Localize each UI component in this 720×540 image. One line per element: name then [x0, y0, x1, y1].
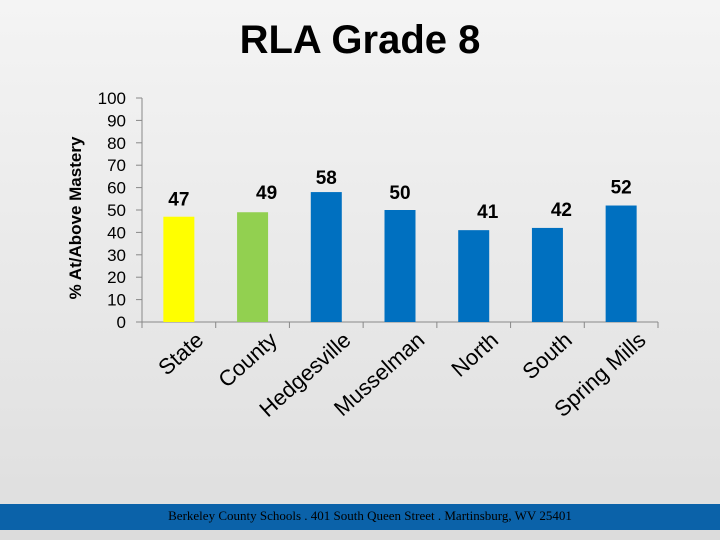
y-tick-label: 0: [117, 313, 126, 332]
bar-north: [458, 230, 490, 322]
data-label: 42: [551, 200, 572, 221]
y-tick-label: 90: [107, 111, 126, 130]
footer-address: Berkeley County Schools . 401 South Quee…: [168, 508, 572, 523]
data-label: 50: [389, 183, 410, 204]
y-tick-label: 100: [98, 89, 126, 108]
footer-stripe: [0, 530, 720, 540]
y-tick-label: 40: [107, 223, 126, 242]
data-label: 41: [477, 202, 499, 223]
x-tick-label: North: [446, 327, 503, 382]
y-tick-label: 10: [107, 291, 126, 310]
y-tick-label: 60: [107, 179, 126, 198]
bar-chart: 0 10 20 30 40 50 60 70 80 90 100 47 49 58 50 41 42 52 St…: [66, 89, 659, 422]
data-label: 47: [168, 190, 189, 211]
data-label: 52: [611, 178, 632, 199]
bars: [163, 192, 637, 322]
bar-hedgesville: [310, 192, 342, 322]
x-tick-label: State: [153, 327, 208, 380]
data-labels: 47 49 58 50 41 42 52: [168, 168, 631, 223]
bar-spring-mills: [605, 205, 637, 322]
y-tick-label: 30: [107, 246, 126, 265]
bar-musselman: [384, 210, 416, 322]
data-label: 49: [256, 183, 277, 204]
bar-south: [531, 227, 563, 322]
chart-title: RLA Grade 8: [239, 18, 481, 62]
y-tick-label: 20: [107, 268, 126, 287]
y-tick-label: 70: [107, 156, 126, 175]
bar-county: [237, 212, 269, 322]
footer-bar: Berkeley County Schools . 401 South Quee…: [0, 504, 720, 530]
y-axis-label: % At/Above Mastery: [66, 136, 85, 299]
bar-state: [163, 216, 195, 322]
y-tick-label: 50: [107, 201, 126, 220]
x-tick-label: South: [517, 327, 576, 384]
x-tick-label: County: [213, 327, 282, 392]
data-label: 58: [316, 168, 337, 189]
y-tick-label: 80: [107, 134, 126, 153]
